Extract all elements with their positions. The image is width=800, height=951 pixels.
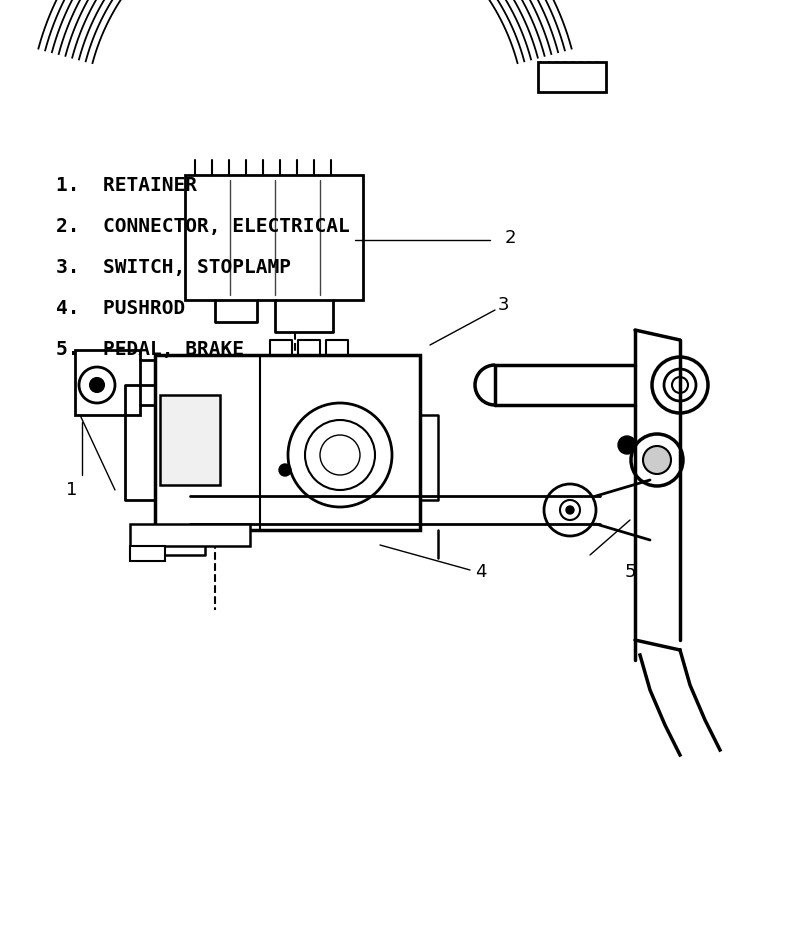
Text: 2: 2 (505, 229, 517, 247)
Bar (155, 355, 420, 530)
Text: 1.  RETAINER: 1. RETAINER (56, 176, 197, 195)
Bar (538, 62, 606, 92)
Bar (130, 524, 250, 546)
Circle shape (90, 378, 104, 392)
Text: 4.  PUSHROD: 4. PUSHROD (56, 299, 186, 318)
Text: 2.  CONNECTOR, ELECTRICAL: 2. CONNECTOR, ELECTRICAL (56, 217, 350, 236)
Text: 3: 3 (498, 296, 510, 314)
Circle shape (566, 506, 574, 514)
Text: 4: 4 (475, 563, 486, 581)
Circle shape (279, 464, 291, 476)
Text: 5: 5 (625, 563, 637, 581)
Text: 1: 1 (66, 481, 78, 499)
Bar (130, 546, 165, 561)
Text: 3.  SWITCH, STOPLAMP: 3. SWITCH, STOPLAMP (56, 258, 291, 277)
Circle shape (643, 446, 671, 474)
Bar (185, 175, 363, 300)
Bar (75, 350, 140, 415)
Bar (160, 395, 220, 485)
Text: 5.  PEDAL, BRAKE: 5. PEDAL, BRAKE (56, 340, 244, 359)
Circle shape (618, 436, 636, 454)
